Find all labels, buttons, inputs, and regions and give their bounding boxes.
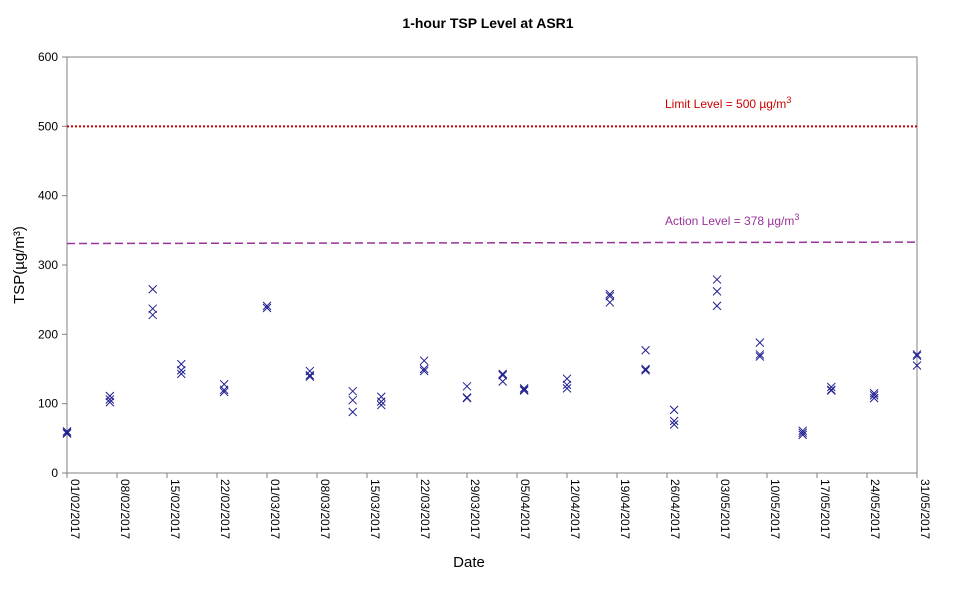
x-tick-label: 29/03/2017 (468, 479, 482, 539)
data-point (348, 386, 358, 396)
data-point (219, 387, 229, 397)
data-point (176, 366, 186, 375)
y-axis-label: TSP(µg/m³) (11, 226, 28, 304)
x-tick-label: 26/04/2017 (668, 479, 682, 539)
x-tick-label: 05/04/2017 (518, 479, 532, 539)
plot-area (66, 56, 918, 474)
data-point (826, 386, 836, 395)
data-point (605, 291, 615, 301)
data-point (105, 391, 115, 401)
data-point (912, 350, 922, 359)
data-point (305, 370, 315, 380)
x-tick-label: 17/05/2017 (818, 479, 832, 539)
data-point (519, 384, 529, 393)
data-point (376, 400, 386, 410)
data-point (798, 426, 808, 436)
data-point (669, 405, 679, 415)
data-point (62, 429, 72, 438)
data-point (912, 351, 922, 361)
data-point (712, 301, 722, 311)
data-point (519, 386, 529, 395)
data-point (105, 397, 115, 407)
x-tick-label: 22/03/2017 (418, 479, 432, 539)
data-point (376, 397, 386, 406)
x-tick-label: 10/05/2017 (768, 479, 782, 539)
data-point (869, 390, 879, 400)
x-tick-label: 31/05/2017 (918, 479, 932, 539)
x-tick-label: 08/03/2017 (318, 479, 332, 539)
data-markers (62, 275, 922, 440)
data-point (562, 384, 572, 393)
limit-level-label: Limit Level = 500 µg/m3 (665, 95, 791, 111)
action-level-line (66, 241, 918, 245)
data-point (605, 289, 615, 299)
data-point (176, 359, 186, 369)
data-point (798, 430, 808, 440)
data-point (755, 350, 765, 359)
data-point (62, 427, 72, 436)
data-point (755, 352, 765, 361)
data-point (669, 420, 679, 429)
data-point (262, 303, 272, 313)
data-point (755, 338, 765, 348)
action-level-label: Action Level = 378 µg/m3 (665, 212, 799, 228)
data-point (348, 407, 358, 417)
y-tick-label: 500 (38, 119, 58, 133)
data-point (562, 380, 572, 390)
data-point (148, 304, 158, 314)
data-point (305, 372, 315, 381)
data-point (826, 382, 836, 392)
x-tick-label: 22/02/2017 (218, 479, 232, 539)
data-point (419, 356, 429, 366)
data-point (219, 385, 229, 395)
data-point (712, 275, 722, 284)
data-point (462, 393, 472, 403)
data-point (148, 284, 158, 294)
data-point (419, 364, 429, 374)
y-tick-label: 0 (51, 466, 58, 480)
y-tick-label: 600 (38, 50, 58, 64)
y-axis: 0 100 200 300 400 500 600 (38, 50, 67, 480)
y-tick-label: 100 (38, 397, 58, 411)
data-point (712, 286, 722, 296)
data-point (912, 361, 922, 370)
data-point (641, 345, 650, 355)
x-tick-label: 19/04/2017 (618, 479, 632, 539)
y-tick-label: 300 (38, 258, 58, 272)
data-point (105, 395, 115, 404)
data-point (798, 428, 808, 438)
chart-title: 1-hour TSP Level at ASR1 (402, 15, 573, 31)
data-point (641, 366, 650, 375)
x-tick-label: 12/04/2017 (568, 479, 582, 539)
data-point (562, 374, 572, 384)
data-point (462, 381, 472, 391)
data-point (498, 377, 508, 386)
y-tick-label: 200 (38, 327, 58, 341)
reference-lines: Limit Level = 500 µg/m3 Action Level = 37… (66, 95, 918, 245)
data-point (419, 366, 429, 376)
x-tick-label: 03/05/2017 (718, 479, 732, 539)
data-point (176, 369, 186, 379)
x-tick-label: 01/02/2017 (68, 479, 82, 539)
data-point (641, 364, 650, 374)
y-tick-label: 400 (38, 189, 58, 203)
data-point (262, 301, 272, 311)
data-point (148, 310, 158, 320)
data-point (669, 416, 679, 426)
data-point (348, 395, 358, 405)
x-tick-label: 15/03/2017 (368, 479, 382, 539)
data-point (498, 370, 508, 380)
data-point (498, 369, 508, 379)
x-tick-label: 15/02/2017 (168, 479, 182, 539)
x-axis: 01/02/2017 08/02/2017 15/02/2017 22/02/2017… (66, 473, 932, 539)
x-axis-label: Date (453, 554, 485, 571)
data-point (605, 298, 615, 307)
data-point (869, 393, 879, 403)
x-tick-label: 08/02/2017 (118, 479, 132, 539)
x-tick-label: 24/05/2017 (868, 479, 882, 539)
x-tick-label: 01/03/2017 (268, 479, 282, 539)
